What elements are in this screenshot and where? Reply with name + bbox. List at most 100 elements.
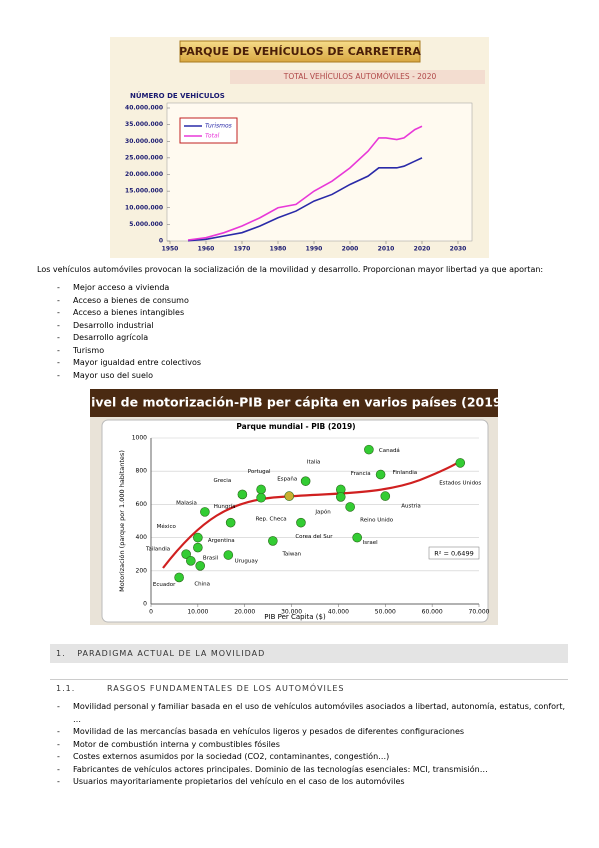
x-axis-label: PIB Per Capita ($): [264, 613, 326, 621]
data-point: [380, 491, 391, 501]
list-item: Mejor acceso a vivienda: [57, 282, 557, 295]
list-item: Movilidad personal y familiar basada en …: [57, 701, 567, 726]
y-tick-label: 0: [159, 238, 163, 245]
y-tick-label: 20.000.000: [125, 171, 163, 178]
data-line: [187, 157, 423, 242]
data-point: [181, 549, 191, 559]
list-item: Desarrollo agrícola: [57, 332, 557, 345]
data-point: [296, 517, 306, 528]
y-tick-label: 40.000.000: [125, 105, 163, 112]
legend-label: Turismos: [205, 123, 232, 130]
point-label: Tailandia: [145, 547, 170, 553]
point-label: Reino Unido: [360, 517, 394, 523]
features-list: Movilidad personal y familiar basada en …: [57, 701, 567, 789]
y-axis-label: NÚMERO DE VEHÍCULOS: [130, 91, 225, 100]
data-point: [268, 536, 278, 546]
data-point: [256, 484, 266, 495]
data-point: [225, 517, 236, 528]
x-tick-label: 2010: [378, 246, 395, 253]
point-label: Rep. Checa: [256, 516, 287, 522]
data-point: [455, 458, 466, 468]
data-line: [187, 125, 423, 241]
data-point: [300, 476, 311, 486]
list-item: Motor de combustión interna y combustibl…: [57, 739, 567, 752]
trend-line: [162, 459, 463, 569]
y-tick-label: 35.000.000: [125, 121, 163, 128]
x-tick-label: 70.000: [469, 609, 490, 616]
point-label: Hungría: [214, 503, 236, 510]
motorization-chart: Nivel de motorización-PIB per cápita en …: [90, 389, 498, 625]
x-tick-label: 2030: [450, 246, 467, 253]
point-label: Francia: [351, 471, 371, 477]
data-point: [193, 542, 203, 553]
list-item: Acceso a bienes intangibles: [57, 307, 557, 320]
point-label: Taiwan: [281, 551, 301, 557]
y-tick-label: 10.000.000: [125, 204, 163, 211]
point-label: Brasil: [203, 555, 219, 561]
chart-title: Nivel de motorización-PIB per cápita en …: [90, 395, 498, 410]
subsection-heading: 1.1. RASGOS FUNDAMENTALES DE LOS AUTOMÓV…: [50, 679, 568, 698]
section-number: 1.: [56, 649, 66, 658]
x-tick-label: 60.000: [422, 609, 443, 616]
plot-panel: [101, 419, 489, 623]
point-label: China: [194, 581, 210, 587]
legend-box: [179, 117, 238, 144]
annotation-box: [428, 546, 480, 560]
x-tick-label: 2000: [342, 246, 359, 253]
chart-subtitle: TOTAL VEHÍCULOS AUTOMÓVILES - 2020: [283, 72, 437, 81]
legend-label: Total: [205, 133, 220, 140]
data-point: [284, 491, 295, 501]
subsection-title: RASGOS FUNDAMENTALES DE LOS AUTOMÓVILES: [107, 684, 345, 693]
list-item: Mayor igualdad entre colectivos: [57, 357, 557, 370]
data-point: [186, 556, 196, 566]
point-label: Argentina: [208, 538, 235, 544]
point-label: Ecuador: [153, 582, 176, 588]
section-title: PARADIGMA ACTUAL DE LA MOVILIDAD: [77, 649, 266, 658]
data-point: [174, 572, 184, 583]
list-item: Mayor uso del suelo: [57, 370, 557, 383]
y-tick-label: 400: [136, 534, 148, 541]
point-label: Canadá: [379, 447, 400, 454]
x-tick-label: 10.000: [187, 609, 208, 616]
point-label: Israel: [363, 540, 379, 546]
data-point: [335, 492, 346, 502]
x-tick-label: 50.000: [375, 609, 396, 616]
y-tick-label: 15.000.000: [125, 188, 163, 195]
point-label: Malasia: [176, 500, 197, 506]
point-label: Estados Unidos: [439, 480, 481, 486]
point-label: Finlandia: [393, 470, 418, 476]
title-banner: [90, 389, 498, 417]
subtitle-band: [230, 70, 485, 84]
x-tick-label: 1980: [270, 246, 287, 253]
x-tick-label: 30.000: [281, 609, 302, 616]
x-tick-label: 20.000: [234, 609, 255, 616]
section-heading: 1. PARADIGMA ACTUAL DE LA MOVILIDAD: [50, 644, 568, 663]
subsection-number: 1.1.: [56, 684, 76, 693]
point-label: Grecia: [214, 478, 232, 484]
y-tick-label: 800: [136, 468, 148, 475]
paragraph: Los vehículos automóviles provocan la so…: [37, 265, 544, 274]
x-tick-label: 1970: [234, 246, 251, 253]
list-item: Costes externos asumidos por la sociedad…: [57, 751, 567, 764]
data-point: [375, 469, 386, 480]
chart-title: PARQUE DE VEHÍCULOS DE CARRETERA: [179, 45, 421, 58]
vehicle-fleet-chart: PARQUE DE VEHÍCULOS DE CARRETERA TOTAL V…: [110, 37, 489, 258]
list-item: Turismo: [57, 345, 557, 358]
benefits-list: Mejor acceso a viviendaAcceso a bienes d…: [57, 282, 557, 382]
x-tick-label: 0: [149, 609, 153, 616]
data-point: [256, 492, 266, 503]
x-tick-label: 1960: [198, 246, 215, 253]
y-axis-label: Motorización (parque por 1.000 habitante…: [118, 450, 126, 592]
point-label: España: [277, 477, 297, 483]
data-point: [193, 532, 203, 543]
annotation: R² = 0,6499: [434, 550, 473, 558]
point-label: Italia: [307, 460, 321, 466]
point-label: Uruguay: [235, 559, 259, 565]
plot-title: Parque mundial - PIB (2019): [236, 422, 355, 431]
point-label: México: [157, 523, 177, 530]
y-tick-label: 200: [136, 567, 148, 574]
point-label: Austria: [401, 504, 420, 510]
y-tick-label: 1000: [132, 435, 147, 442]
data-point: [237, 489, 248, 500]
